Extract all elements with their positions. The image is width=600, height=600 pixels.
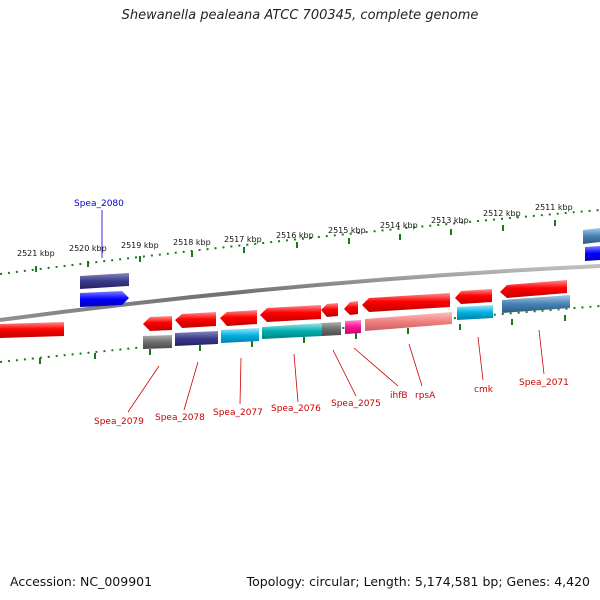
cog-spea-2077[interactable] — [221, 328, 259, 343]
tick-label: 2520 kbp — [69, 244, 107, 253]
gene-spea-2079-arrow[interactable] — [143, 316, 172, 331]
gene-label-rpsa: rpsA — [415, 391, 436, 401]
gene-left-edge-arrow[interactable] — [0, 322, 64, 338]
gene-label-spea-2078: Spea_2078 — [155, 413, 205, 423]
inner-ruler — [0, 305, 600, 364]
outer-ruler — [0, 209, 600, 275]
cog-spea-2076b[interactable] — [322, 322, 341, 336]
tick-label: 2521 kbp — [17, 249, 55, 258]
gene-spea-2076-arrow[interactable] — [260, 305, 321, 322]
gene-cmk-arrow[interactable] — [455, 289, 492, 304]
reverse-strand-cog[interactable] — [143, 295, 570, 349]
ruler-tick-labels: 2521 kbp 2520 kbp 2519 kbp 2518 kbp 2517… — [17, 203, 573, 258]
tick-label: 2515 kbp — [328, 226, 366, 235]
gene-spea-2078-arrow[interactable] — [175, 312, 216, 328]
genome-backbone — [0, 264, 600, 322]
tick-label: 2513 kbp — [431, 216, 469, 225]
tick-label: 2511 kbp — [535, 203, 573, 212]
gene-right-edge-arrow[interactable] — [585, 246, 600, 261]
forward-strand[interactable] — [80, 228, 600, 307]
genome-summary-text: Topology: circular; Length: 5,174,581 bp… — [246, 574, 590, 589]
gene-label-spea-2079: Spea_2079 — [94, 417, 144, 427]
gene-label-cmk: cmk — [474, 385, 494, 395]
tick-label: 2517 kbp — [224, 235, 262, 244]
gene-label-spea-2080: Spea_2080 — [74, 199, 124, 209]
cog-spea-2076[interactable] — [262, 323, 322, 339]
tick-label: 2518 kbp — [173, 238, 211, 247]
map-title: Shewanella pealeana ATCC 700345, complet… — [121, 8, 479, 23]
tick-label: 2514 kbp — [380, 221, 418, 230]
gene-spea-2080-cog[interactable] — [80, 273, 129, 289]
cog-spea-2078[interactable] — [175, 331, 218, 346]
gene-spea-2075-arrow[interactable] — [344, 301, 358, 315]
outer-ruler-major-ticks — [35, 220, 556, 272]
gene-spea-2076b-arrow[interactable] — [321, 303, 338, 317]
gene-spea-2071-arrow[interactable] — [500, 280, 567, 298]
gene-spea-2080-arrow[interactable] — [80, 291, 129, 307]
cog-spea-2079[interactable] — [143, 335, 172, 349]
gene-label-spea-2071: Spea_2071 — [519, 378, 569, 388]
tick-label: 2516 kbp — [276, 231, 314, 240]
cog-cmk[interactable] — [457, 305, 493, 320]
cog-ihfb-rpsa[interactable] — [365, 312, 452, 331]
label-leader-lines — [101, 210, 545, 413]
gene-spea-2077-arrow[interactable] — [220, 310, 257, 326]
accession-text: Accession: NC_009901 — [10, 574, 153, 589]
reverse-strand-arrows[interactable] — [0, 280, 567, 338]
gene-labels: Spea_2080 Spea_2079 Spea_2078 Spea_2077 … — [74, 199, 569, 427]
gene-label-spea-2077: Spea_2077 — [213, 408, 263, 418]
cog-spea-2075[interactable] — [345, 320, 361, 334]
gene-right-edge-cog[interactable] — [583, 228, 600, 244]
cog-spea-2071[interactable] — [502, 295, 570, 313]
tick-label: 2512 kbp — [483, 209, 521, 218]
gene-label-spea-2075: Spea_2075 — [331, 399, 381, 409]
gene-ihfb-rpsa-arrow[interactable] — [362, 293, 450, 312]
gene-label-ihfb: ihfB — [390, 391, 408, 401]
tick-label: 2519 kbp — [121, 241, 159, 250]
gene-label-spea-2076: Spea_2076 — [271, 404, 321, 414]
